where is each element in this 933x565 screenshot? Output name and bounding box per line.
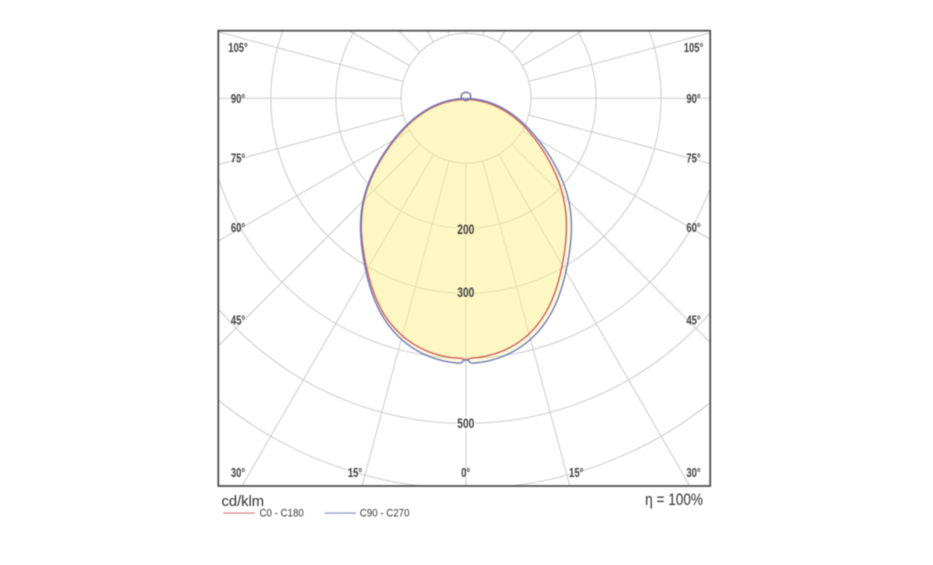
svg-text:60°: 60°	[231, 222, 246, 236]
svg-text:45°: 45°	[231, 314, 246, 328]
svg-text:105°: 105°	[684, 42, 704, 56]
svg-text:cd/klm: cd/klm	[222, 493, 265, 510]
svg-text:30°: 30°	[686, 467, 701, 481]
svg-text:C0 - C180: C0 - C180	[260, 508, 305, 520]
svg-text:η = 100%: η = 100%	[645, 491, 703, 509]
svg-text:0°: 0°	[461, 467, 470, 481]
svg-text:45°: 45°	[686, 314, 701, 328]
svg-text:200: 200	[457, 221, 474, 237]
svg-text:30°: 30°	[231, 467, 246, 481]
svg-text:C90 - C270: C90 - C270	[360, 508, 410, 520]
svg-text:15°: 15°	[348, 467, 363, 481]
svg-text:90°: 90°	[686, 93, 701, 107]
svg-text:75°: 75°	[231, 152, 246, 166]
svg-text:90°: 90°	[231, 93, 246, 107]
svg-text:300: 300	[457, 285, 474, 301]
svg-text:60°: 60°	[686, 222, 701, 236]
svg-text:105°: 105°	[228, 42, 248, 56]
svg-text:500: 500	[457, 416, 474, 432]
svg-text:15°: 15°	[569, 467, 584, 481]
svg-text:75°: 75°	[686, 152, 701, 166]
